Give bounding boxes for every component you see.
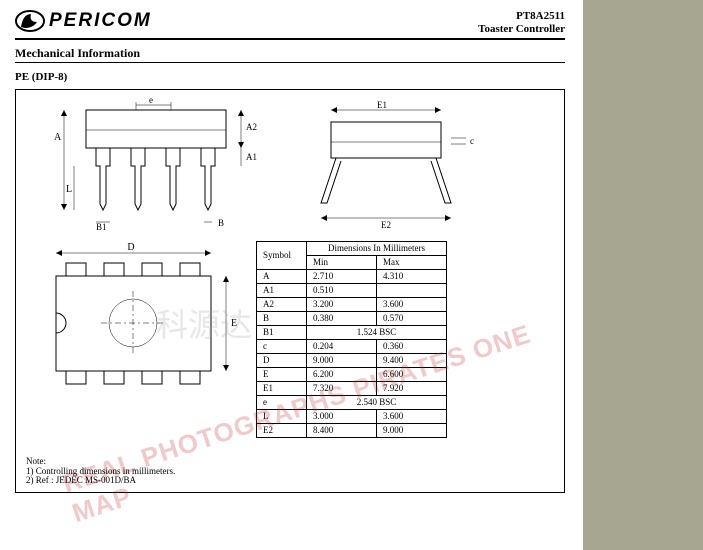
table-row: E17.3207.920	[257, 382, 447, 396]
part-info: PT8A2511 Toaster Controller	[478, 10, 565, 36]
table-row: L3.0003.600	[257, 410, 447, 424]
page-header: PERICOM PT8A2511 Toaster Controller	[15, 10, 565, 40]
col-min: Min	[307, 256, 377, 270]
label-e: e	[149, 95, 153, 105]
table-row: B11.524 BSC	[257, 326, 447, 340]
dimension-table: Symbol Dimensions In Millimeters Min Max…	[256, 241, 447, 438]
table-row: e2.540 BSC	[257, 396, 447, 410]
brand-logo: PERICOM	[15, 10, 152, 32]
note-2: 2) Ref : JEDEC MS-001D/BA	[26, 476, 175, 486]
section-title: Mechanical Information	[15, 46, 565, 63]
label-L: L	[66, 184, 72, 195]
table-row: A2.7104.310	[257, 270, 447, 284]
col-max: Max	[377, 256, 447, 270]
end-view: E1 c E2	[286, 100, 486, 235]
label-A1: A1	[246, 152, 257, 162]
part-subtitle: Toaster Controller	[478, 23, 565, 36]
label-B: B	[218, 218, 224, 228]
table-row: E6.2006.600	[257, 368, 447, 382]
table-row: A23.2003.600	[257, 298, 447, 312]
package-name: PE (DIP-8)	[15, 71, 565, 83]
label-A: A	[54, 132, 62, 143]
col-header-top: Dimensions In Millimeters	[307, 242, 447, 256]
datasheet-page: PERICOM PT8A2511 Toaster Controller Mech…	[15, 10, 565, 530]
brand-name: PERICOM	[49, 10, 152, 32]
notes: Note: 1) Controlling dimensions in milli…	[26, 457, 175, 487]
label-E1: E1	[377, 100, 387, 110]
mechanical-drawing: e A L	[15, 89, 565, 493]
label-E: E	[231, 318, 237, 329]
table-row: B0.3800.570	[257, 312, 447, 326]
side-view: e A L	[26, 100, 266, 235]
label-E2: E2	[381, 220, 391, 230]
table-row: c0.2040.360	[257, 340, 447, 354]
label-c: c	[470, 136, 474, 146]
table-row: A10.510	[257, 284, 447, 298]
label-B1: B1	[96, 222, 107, 232]
pericom-logo-icon	[15, 10, 45, 32]
sidebar-shadow	[583, 0, 703, 550]
part-number: PT8A2511	[478, 10, 565, 23]
label-A2: A2	[246, 122, 257, 132]
col-symbol: Symbol	[257, 242, 307, 270]
table-row: D9.0009.400	[257, 354, 447, 368]
table-row: E28.4009.000	[257, 424, 447, 438]
label-D: D	[127, 242, 134, 253]
top-view: D	[26, 241, 236, 438]
